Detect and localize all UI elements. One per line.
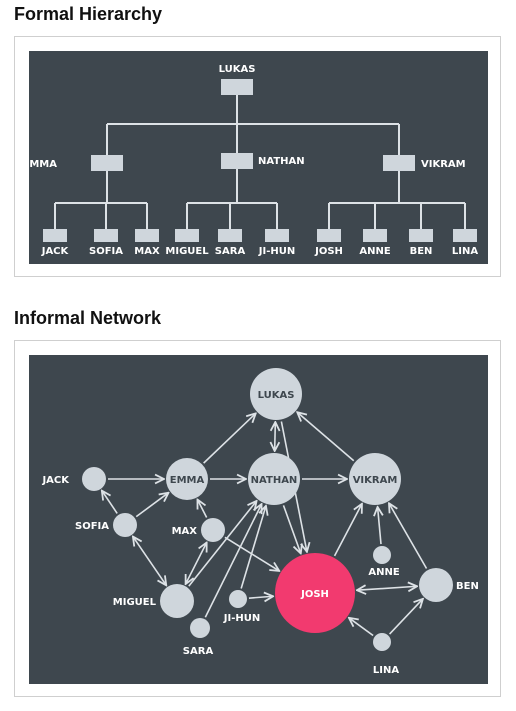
- edge-vikram-lukas: [297, 412, 355, 462]
- hierarchy-chart: LUKAS EMMA JACK SOFIA MAX NATHAN MIGUEL SARA JI-…: [29, 51, 488, 264]
- edge-miguel-nathan: [188, 501, 257, 587]
- network-frame: LUKAS EMMA NATHAN VIKRAM JACK SOFIA MAX MIGUEL S…: [14, 340, 501, 697]
- edge-lina-josh: [349, 618, 374, 637]
- node-label-sara: SARA: [183, 646, 214, 657]
- edge-sofia-jack: [102, 491, 118, 514]
- org-label-lukas: LUKAS: [219, 64, 256, 75]
- node-max: [201, 518, 225, 542]
- node-label-miguel: MIGUEL: [113, 597, 157, 608]
- node-nathan: [248, 453, 300, 505]
- edge-emma-lukas: [203, 413, 256, 464]
- node-label-anne: ANNE: [368, 567, 399, 578]
- node-ji-hun: [229, 590, 247, 608]
- node-sara: [190, 618, 210, 638]
- edge-max-emma: [197, 499, 208, 518]
- node-anne: [373, 546, 391, 564]
- edge-ji-hun-nathan: [240, 506, 266, 589]
- org-box-ben: [409, 229, 433, 242]
- edge-miguel-max: [186, 542, 207, 584]
- node-jack: [82, 467, 106, 491]
- org-box-anne: [363, 229, 387, 242]
- node-label-max: MAX: [172, 526, 198, 537]
- network-chart: LUKAS EMMA NATHAN VIKRAM JACK SOFIA MAX MIGUEL S…: [29, 355, 488, 684]
- node-miguel: [160, 584, 194, 618]
- node-vikram: [349, 453, 401, 505]
- hierarchy-panel: LUKAS EMMA JACK SOFIA MAX NATHAN MIGUEL SARA JI-…: [29, 51, 488, 264]
- node-ben: [419, 568, 453, 602]
- node-label-vikram: VIKRAM: [353, 475, 398, 486]
- org-box-emma: [91, 155, 123, 171]
- org-box-ji-hun: [265, 229, 289, 242]
- node-label-ben: BEN: [456, 581, 479, 592]
- org-box-sara: [218, 229, 242, 242]
- org-label-sara: SARA: [215, 246, 246, 257]
- org-box-miguel: [175, 229, 199, 242]
- node-label-emma: EMMA: [170, 475, 205, 486]
- node-emma: [166, 458, 208, 500]
- edge-nathan-lukas: [275, 422, 276, 451]
- node-label-nathan: NATHAN: [251, 475, 298, 486]
- node-lina: [373, 633, 391, 651]
- org-label-miguel: MIGUEL: [165, 246, 209, 257]
- node-label-jack: JACK: [41, 475, 70, 486]
- org-box-vikram: [383, 155, 415, 171]
- org-box-lukas: [221, 79, 253, 95]
- org-label-max: MAX: [134, 246, 160, 257]
- org-label-josh: JOSH: [314, 246, 343, 257]
- edge-josh-vikram: [333, 504, 362, 557]
- node-lukas: [250, 368, 302, 420]
- org-label-nathan: NATHAN: [258, 156, 305, 167]
- org-label-emma: EMMA: [29, 159, 57, 170]
- edge-ben-vikram: [389, 503, 428, 569]
- edge-lina-ben: [388, 599, 423, 635]
- edge-sofia-miguel: [133, 537, 166, 586]
- edge-nathan-josh: [282, 505, 300, 553]
- org-label-ji-hun: JI-HUN: [258, 246, 295, 257]
- hierarchy-frame: LUKAS EMMA JACK SOFIA MAX NATHAN MIGUEL SARA JI-…: [14, 36, 501, 277]
- node-josh: [275, 553, 355, 633]
- edge-ben-josh: [357, 586, 417, 590]
- node-sofia: [113, 513, 137, 537]
- network-title: Informal Network: [14, 308, 162, 328]
- network-panel: LUKAS EMMA NATHAN VIKRAM JACK SOFIA MAX MIGUEL S…: [29, 355, 488, 684]
- edge-sofia-emma: [135, 493, 168, 518]
- org-label-jack: JACK: [41, 246, 70, 257]
- org-box-lina: [453, 229, 477, 242]
- node-label-lukas: LUKAS: [258, 390, 295, 401]
- org-label-sofia: SOFIA: [89, 246, 123, 257]
- org-box-josh: [317, 229, 341, 242]
- org-box-nathan: [221, 153, 253, 169]
- node-label-lina: LINA: [373, 665, 399, 676]
- org-label-vikram: VIKRAM: [421, 159, 466, 170]
- org-label-lina: LINA: [452, 246, 478, 257]
- edge-sara-nathan: [204, 504, 261, 618]
- org-label-ben: BEN: [410, 246, 433, 257]
- edge-anne-vikram: [378, 507, 381, 545]
- hierarchy-title: Formal Hierarchy: [14, 4, 163, 24]
- org-box-jack: [43, 229, 67, 242]
- node-label-sofia: SOFIA: [75, 521, 109, 532]
- node-label-ji-hun: JI-HUN: [223, 613, 260, 624]
- edge-ji-hun-josh: [248, 596, 273, 598]
- node-label-josh: JOSH: [300, 589, 329, 600]
- org-box-max: [135, 229, 159, 242]
- org-label-anne: ANNE: [359, 246, 390, 257]
- org-box-sofia: [94, 229, 118, 242]
